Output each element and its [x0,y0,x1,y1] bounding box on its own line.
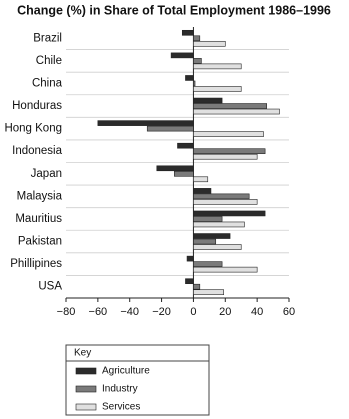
category-label: Malaysia [17,190,63,202]
bar [193,188,212,194]
x-tick-label: 60 [283,306,295,318]
category-label: Honduras [12,100,62,112]
chart-title: Change (%) in Share of Total Employment … [17,3,331,17]
bar [193,261,223,267]
bar [185,75,194,81]
category-label: Chile [36,55,62,67]
bar [193,244,242,250]
bar [193,289,224,296]
bar [193,199,258,205]
legend-label: Services [102,402,140,413]
category-label: Japan [31,168,62,180]
legend-title: Key [74,348,91,359]
category-label: USA [38,281,62,293]
bar [193,176,209,183]
bar [170,52,194,59]
legend-label: Agriculture [102,366,150,377]
bar [193,108,280,115]
category-label: Phillipines [10,258,62,270]
legend-swatch [75,367,97,375]
category-label: Hong Kong [4,123,62,135]
bar [193,193,250,200]
bar [193,58,202,64]
x-tick-label: −20 [152,306,171,318]
category-label: Brazil [33,32,62,44]
bar [193,86,242,92]
bar [185,278,194,285]
bar [193,238,217,245]
legend-swatch [75,403,97,411]
bar [97,120,194,126]
bar [174,170,194,177]
bar [156,165,194,172]
bar [193,216,223,222]
bar [186,255,194,262]
bar [193,40,226,47]
bar [193,153,258,160]
bar [193,210,266,217]
bar [193,131,264,137]
bar [181,29,194,36]
bar [193,148,266,155]
category-label: China [32,77,63,89]
bar [193,63,242,70]
legend-swatch [75,385,97,393]
bar [193,35,201,42]
bar [193,283,201,290]
x-tick-label: 0 [190,306,196,318]
bar [177,142,194,149]
legend-label: Industry [102,384,138,395]
bar [193,233,231,239]
category-label: Pakistan [18,236,62,248]
category-label: Indonesia [12,145,62,157]
bar [193,97,223,104]
bar [193,103,268,109]
bar [193,266,258,273]
x-tick-label: −40 [120,306,139,318]
bar [146,125,194,132]
legend-box [65,344,210,416]
x-tick-label: 40 [251,306,263,318]
bar [193,221,245,228]
bar [193,80,196,87]
x-tick-label: 20 [219,306,231,318]
x-tick-label: −60 [89,306,108,318]
category-label: Mauritius [15,213,62,225]
x-tick-label: −80 [57,306,76,318]
